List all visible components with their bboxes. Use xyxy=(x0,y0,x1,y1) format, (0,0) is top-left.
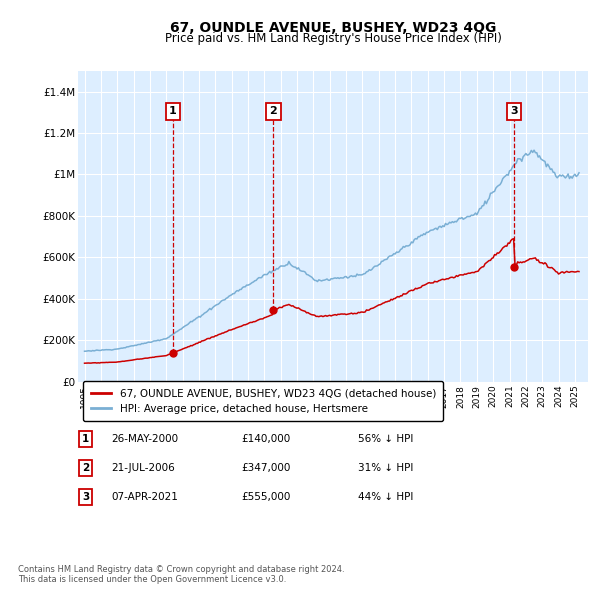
Text: £140,000: £140,000 xyxy=(241,434,290,444)
Text: £347,000: £347,000 xyxy=(241,463,290,473)
Text: 31% ↓ HPI: 31% ↓ HPI xyxy=(359,463,414,473)
Legend: 67, OUNDLE AVENUE, BUSHEY, WD23 4QG (detached house), HPI: Average price, detach: 67, OUNDLE AVENUE, BUSHEY, WD23 4QG (det… xyxy=(83,381,443,421)
Text: 56% ↓ HPI: 56% ↓ HPI xyxy=(359,434,414,444)
Text: 67, OUNDLE AVENUE, BUSHEY, WD23 4QG: 67, OUNDLE AVENUE, BUSHEY, WD23 4QG xyxy=(170,21,496,35)
Point xyxy=(509,262,519,271)
Text: 2: 2 xyxy=(269,106,277,116)
Text: 21-JUL-2006: 21-JUL-2006 xyxy=(111,463,175,473)
Text: 3: 3 xyxy=(82,491,89,502)
Text: Contains HM Land Registry data © Crown copyright and database right 2024.
This d: Contains HM Land Registry data © Crown c… xyxy=(18,565,344,584)
Text: 07-APR-2021: 07-APR-2021 xyxy=(111,491,178,502)
Text: 2: 2 xyxy=(82,463,89,473)
Point xyxy=(269,305,278,314)
Text: 44% ↓ HPI: 44% ↓ HPI xyxy=(359,491,414,502)
Text: Price paid vs. HM Land Registry's House Price Index (HPI): Price paid vs. HM Land Registry's House … xyxy=(164,32,502,45)
Text: 1: 1 xyxy=(82,434,89,444)
Text: 26-MAY-2000: 26-MAY-2000 xyxy=(111,434,178,444)
Text: 1: 1 xyxy=(169,106,176,116)
Point xyxy=(168,348,178,358)
Text: 3: 3 xyxy=(510,106,518,116)
Text: £555,000: £555,000 xyxy=(241,491,290,502)
